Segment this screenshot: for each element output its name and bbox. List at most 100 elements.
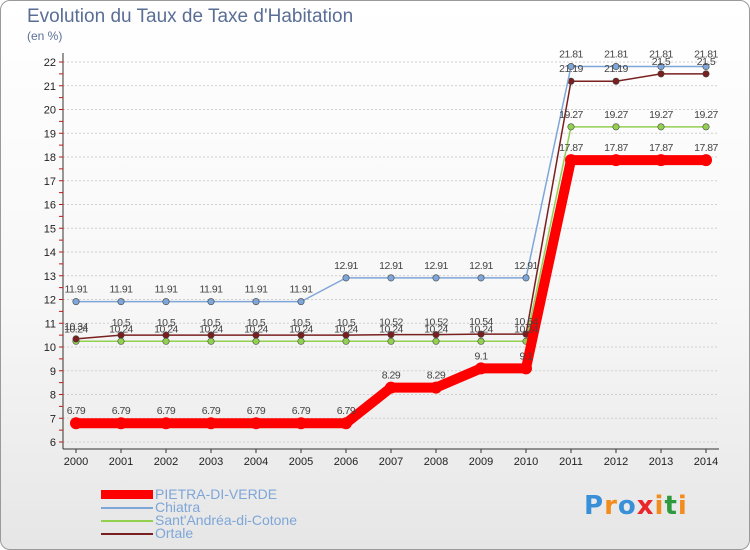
legend-swatch (101, 532, 153, 535)
brand-logo-letter: x (636, 491, 655, 521)
y-tick-label: 20 (44, 105, 56, 117)
data-point (387, 331, 395, 339)
x-tick-label: 2012 (604, 456, 628, 468)
data-label: 10.52 (424, 317, 448, 329)
y-tick-label: 10 (44, 342, 56, 354)
x-tick-label: 2002 (154, 456, 178, 468)
data-point (567, 63, 575, 71)
data-point (205, 417, 217, 430)
data-label: 10.24 (199, 323, 223, 335)
y-tick-label: 14 (44, 247, 56, 259)
legend-swatch (101, 490, 153, 499)
data-point (612, 63, 620, 71)
data-point (115, 417, 127, 430)
data-point (477, 274, 485, 282)
data-point (70, 417, 82, 430)
data-label: 21.81 (559, 49, 583, 61)
data-point (250, 417, 262, 430)
data-point (432, 331, 440, 339)
data-label: 19.27 (649, 109, 673, 121)
data-label: 10.5 (292, 317, 311, 329)
data-point (522, 274, 530, 282)
data-point (477, 330, 485, 338)
data-point (252, 337, 260, 345)
x-tick-label: 2007 (379, 456, 403, 468)
data-label: 6.79 (292, 405, 311, 417)
data-point (160, 417, 172, 430)
data-point (430, 381, 442, 394)
legend-label: Chiatra (155, 499, 201, 515)
data-point (207, 298, 215, 306)
data-label: 6.79 (202, 405, 221, 417)
data-point (72, 298, 80, 306)
data-label: 21.81 (649, 49, 673, 61)
data-point (162, 298, 170, 306)
x-tick-label: 2011 (559, 456, 583, 468)
brand-logo-letter: i (677, 491, 688, 521)
data-point (612, 123, 620, 131)
chart-unit: (en %) (27, 29, 63, 43)
y-tick-label: 12 (44, 295, 56, 307)
data-label: 10.5 (112, 317, 131, 329)
data-label: 21.5 (697, 56, 716, 68)
x-tick-label: 2004 (244, 456, 268, 468)
x-tick-label: 2003 (199, 456, 223, 468)
data-point (340, 417, 352, 430)
data-label: 10.24 (334, 323, 358, 335)
data-label: 17.87 (649, 142, 673, 154)
data-label: 10.24 (469, 323, 493, 335)
data-label: 6.79 (337, 405, 356, 417)
x-tick-label: 2014 (694, 456, 718, 468)
data-label: 10.5 (247, 317, 266, 329)
data-label: 11.91 (110, 284, 134, 296)
data-label: 19.27 (694, 109, 718, 121)
data-point (117, 331, 125, 339)
data-label: 12.91 (379, 260, 403, 272)
data-point (702, 63, 710, 71)
data-label: 10.24 (379, 323, 403, 335)
data-point (162, 331, 170, 339)
legend-label: Ortale (155, 525, 194, 541)
data-label: 12.91 (424, 260, 448, 272)
data-label: 19.27 (604, 109, 628, 121)
data-point (342, 337, 350, 345)
data-point (657, 63, 665, 71)
data-point (432, 274, 440, 282)
y-tick-label: 15 (44, 223, 56, 235)
data-point (657, 123, 665, 131)
brand-logo-letter: t (664, 491, 678, 521)
data-point (385, 381, 397, 394)
data-label: 9.1 (519, 350, 533, 362)
data-label: 17.87 (694, 142, 718, 154)
brand-logo-letter: o (617, 491, 637, 521)
data-label: 12.91 (514, 260, 538, 272)
data-point (702, 123, 710, 131)
data-label: 10.5 (157, 317, 176, 329)
x-tick-label: 2013 (649, 456, 673, 468)
data-label: 10.24 (424, 323, 448, 335)
data-label: 6.79 (247, 405, 266, 417)
legend-swatch (101, 506, 153, 509)
data-point (702, 70, 710, 78)
data-label: 21.81 (604, 49, 628, 61)
data-label: 11.91 (155, 284, 179, 296)
data-label: 10.5 (202, 317, 221, 329)
data-label: 6.79 (157, 405, 176, 417)
x-tick-label: 2006 (334, 456, 358, 468)
data-label: 21.19 (604, 63, 628, 75)
data-label: 8.29 (427, 370, 446, 382)
data-label: 10.34 (64, 321, 88, 333)
y-tick-label: 22 (44, 57, 56, 69)
brand-logo-letter: P (584, 491, 605, 521)
data-point (700, 154, 712, 167)
y-tick-label: 16 (44, 200, 56, 212)
data-point (567, 123, 575, 131)
data-point (117, 337, 125, 345)
data-point (207, 337, 215, 345)
data-point (432, 337, 440, 345)
data-point (387, 337, 395, 345)
data-point (295, 417, 307, 430)
data-label: 21.5 (652, 56, 671, 68)
data-point (252, 331, 260, 339)
